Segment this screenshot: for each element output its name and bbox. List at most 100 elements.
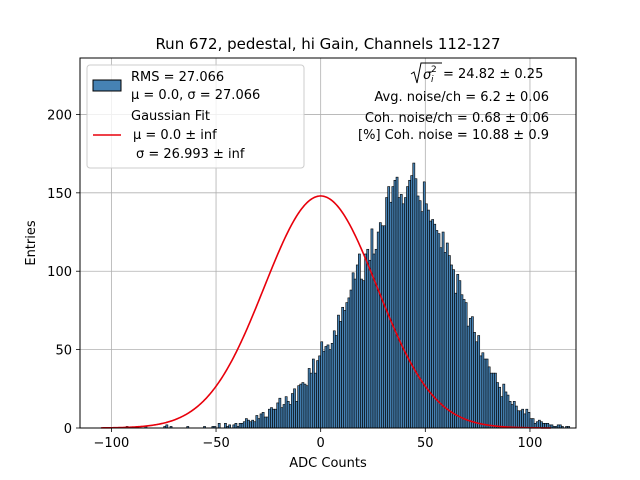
svg-text:2: 2 <box>431 65 437 75</box>
svg-text:σ: σ <box>423 68 432 83</box>
histogram-bar <box>523 413 527 429</box>
plot-frame <box>79 57 577 429</box>
histogram-bar <box>297 385 301 429</box>
histogram-bar <box>464 302 468 429</box>
annotation-coh-noise-percent: [%] Coh. noise = 10.88 ± 0.9 <box>358 128 549 143</box>
histogram-bar <box>224 422 227 429</box>
histogram-bar <box>456 274 460 429</box>
histogram-bar <box>303 383 307 429</box>
legend-box <box>86 64 305 169</box>
histogram-bar <box>326 344 330 429</box>
histogram-bar <box>263 416 267 429</box>
histogram-bar <box>498 386 501 429</box>
histogram-bar <box>301 382 305 429</box>
histogram-bar <box>284 396 288 429</box>
histogram-bar <box>360 278 363 429</box>
histogram-bar <box>335 335 338 429</box>
histogram-bar <box>494 372 497 429</box>
histogram-bar <box>314 372 317 429</box>
histogram-bar <box>500 396 504 429</box>
histogram-bar <box>299 383 303 429</box>
histogram-bar <box>274 408 278 429</box>
histogram-bar <box>322 350 326 429</box>
annotation-sigma-value: = 24.82 ± 0.25 <box>443 67 543 82</box>
histogram-bar <box>288 404 292 429</box>
histogram-bar <box>510 404 514 429</box>
histogram-bar <box>261 412 265 429</box>
histogram-bar <box>425 203 428 429</box>
histogram-bar <box>515 405 518 429</box>
annotation-avg-noise: Avg. noise/ch = 6.2 ± 0.06 <box>374 90 549 105</box>
histogram-bar <box>458 280 462 429</box>
sigma-symbol: σ 2 i <box>410 62 442 85</box>
histogram-bar <box>427 209 430 429</box>
x-axis-label: ADC Counts <box>289 456 367 471</box>
histogram-bar <box>538 419 541 429</box>
histogram-bar <box>272 408 275 429</box>
histogram-bar <box>257 418 261 429</box>
histogram-bar <box>370 228 374 429</box>
histogram-bar <box>450 264 453 429</box>
histogram-bar <box>420 211 424 429</box>
histogram-bar <box>312 358 315 429</box>
histogram-bar <box>397 197 401 429</box>
histogram-bar <box>328 349 332 429</box>
histogram-bar <box>291 393 294 429</box>
y-tick-label: 0 <box>64 422 72 437</box>
x-tick-label: −50 <box>202 436 229 451</box>
histogram-bar <box>404 197 407 429</box>
histogram-bar <box>324 346 328 429</box>
histogram-bar <box>504 391 508 429</box>
x-tick-label: 100 <box>518 436 543 451</box>
histogram-bar <box>531 418 535 429</box>
histogram-bar <box>253 421 257 429</box>
histogram-bar <box>479 355 483 429</box>
histogram-bar <box>286 401 290 429</box>
histogram-bar <box>387 186 391 429</box>
histogram-bar <box>234 422 238 429</box>
histogram-bar <box>441 231 445 429</box>
legend-fit-sigma: σ = 26.993 ± inf <box>136 147 245 162</box>
histogram-bar <box>355 264 359 429</box>
histogram-bar <box>347 297 351 429</box>
histogram-bar <box>332 330 336 429</box>
histogram-bar <box>293 388 296 429</box>
histogram-bar <box>452 269 455 429</box>
histogram-bar <box>410 175 414 429</box>
histogram-bar <box>337 314 340 429</box>
histogram-bar <box>383 225 386 429</box>
histogram-bar <box>339 321 342 429</box>
histogram-bar <box>282 404 286 429</box>
legend-histogram-label: RMS = 27.066 <box>131 70 224 85</box>
histogram-bar <box>491 372 495 429</box>
histogram-bar <box>270 407 273 429</box>
x-tick-label: 0 <box>317 436 325 451</box>
histogram-bar <box>381 225 384 429</box>
histogram-bar <box>251 419 255 429</box>
histogram-bar <box>412 162 416 429</box>
histogram-bar <box>362 280 365 429</box>
histogram-bar <box>406 186 409 429</box>
histogram-bar <box>238 422 242 429</box>
gaussian-fit-curve <box>100 195 551 429</box>
x-tick-label: 50 <box>417 436 434 451</box>
y-tick-label: 200 <box>47 108 72 123</box>
histogram-bar <box>364 253 368 429</box>
histogram-bar <box>376 231 380 429</box>
histogram-bar <box>502 383 506 429</box>
histogram-bar <box>401 203 405 429</box>
histogram-bar <box>276 402 280 429</box>
histogram-bar <box>249 421 252 429</box>
histogram-bar <box>345 302 349 429</box>
histogram-bar <box>471 316 474 429</box>
legend-histogram-swatch <box>92 79 122 92</box>
histogram-bar <box>255 415 259 429</box>
histogram-bar <box>475 341 478 429</box>
histogram-bar <box>393 179 397 429</box>
histogram-bar <box>278 397 282 429</box>
histogram-bar <box>466 325 470 429</box>
histogram-bar <box>519 410 522 429</box>
histogram-bar <box>517 410 520 429</box>
histogram-bar <box>540 421 543 429</box>
